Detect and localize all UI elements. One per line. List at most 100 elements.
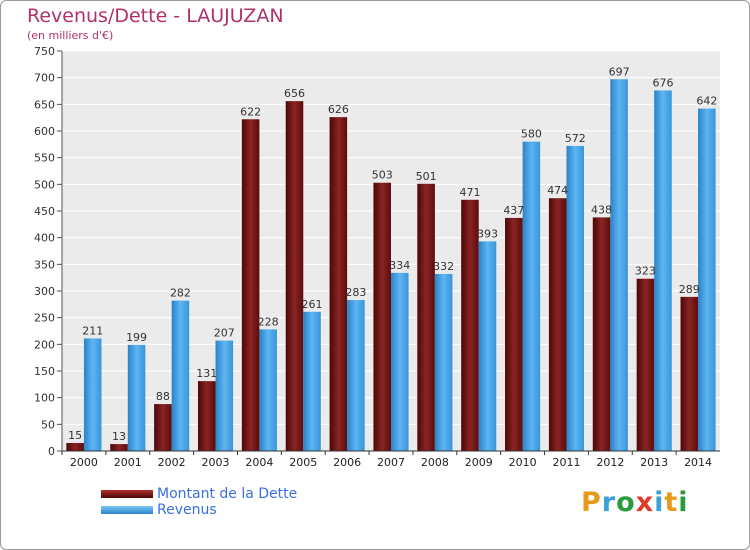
proxiti-logo: Proxiti [581, 487, 689, 518]
bar-dette [461, 199, 479, 451]
bar-revenus [347, 300, 365, 451]
chart-title: Revenus/Dette - LAUJUZAN [27, 5, 284, 27]
value-label-dette: 622 [240, 105, 261, 118]
bar-dette [592, 217, 611, 451]
x-tick-label: 2010 [509, 456, 537, 469]
value-label-dette: 323 [635, 265, 656, 278]
value-label-dette: 501 [416, 170, 437, 183]
x-tick-label: 2012 [596, 456, 624, 469]
bar-revenus [259, 329, 277, 451]
x-tick-label: 2004 [245, 456, 273, 469]
y-tick-label: 700 [34, 72, 55, 85]
logo-letter: r [601, 487, 617, 518]
value-label-revenus: 676 [652, 76, 673, 89]
y-tick-label: 150 [34, 365, 55, 378]
bar-dette [417, 183, 435, 452]
bar-dette [636, 278, 655, 451]
x-axis: 2000 2001 2002 2003 2004 2005 2006 2007 2008 2009… [61, 450, 720, 469]
value-label-dette: 626 [328, 103, 349, 116]
value-label-revenus: 282 [170, 287, 191, 300]
bar-dette [66, 443, 84, 451]
value-label-dette: 289 [679, 283, 700, 296]
bar-dette [329, 117, 348, 451]
value-label-revenus: 211 [82, 324, 103, 337]
x-tick-label: 2009 [465, 456, 493, 469]
bar-dette [680, 296, 699, 451]
y-tick-label: 50 [41, 418, 55, 431]
bar-dette [373, 182, 391, 451]
y-tick-label: 750 [34, 45, 55, 58]
bar-revenus [698, 108, 716, 451]
x-tick-label: 2005 [289, 456, 317, 469]
bar-revenus [566, 145, 585, 451]
value-label-dette: 437 [503, 204, 524, 217]
x-tick-label: 2000 [70, 456, 98, 469]
x-tick-label: 2001 [114, 456, 142, 469]
value-label-revenus: 580 [521, 128, 542, 141]
bar-revenus [610, 79, 628, 452]
y-tick-label: 100 [34, 392, 55, 405]
bar-revenus [478, 241, 497, 451]
bar-revenus [522, 141, 541, 451]
x-tick-label: 2007 [377, 456, 405, 469]
x-tick-label: 2008 [421, 456, 449, 469]
y-tick-label: 300 [34, 285, 55, 298]
bar-revenus [654, 90, 672, 451]
bar-dette [505, 217, 523, 451]
logo-letter: i [654, 487, 665, 518]
logo-letter: x [635, 487, 655, 518]
value-label-revenus: 572 [565, 132, 586, 145]
bar-revenus [303, 311, 321, 451]
legend-swatch-revenus [101, 506, 153, 514]
bar-dette [110, 444, 128, 451]
y-tick-label: 550 [34, 152, 55, 165]
x-tick-label: 2014 [684, 456, 712, 469]
bar-revenus [215, 340, 234, 451]
value-label-dette: 13 [112, 430, 126, 443]
logo-letter: t [664, 487, 679, 518]
bar-dette [154, 404, 172, 451]
value-label-revenus: 334 [389, 259, 410, 272]
value-label-revenus: 697 [609, 65, 630, 78]
logo-letter: o [616, 487, 636, 518]
x-tick-label: 2013 [640, 456, 668, 469]
value-label-dette: 474 [547, 184, 568, 197]
bar-revenus [83, 338, 102, 451]
logo-letter: i [678, 487, 689, 518]
value-label-dette: 15 [68, 429, 82, 442]
value-label-revenus: 261 [302, 298, 323, 311]
y-tick-label: 350 [34, 258, 55, 271]
y-tick-label: 400 [34, 232, 55, 245]
bar-revenus [127, 344, 146, 451]
value-label-revenus: 283 [345, 286, 366, 299]
value-label-dette: 438 [591, 203, 612, 216]
y-tick-label: 450 [34, 205, 55, 218]
y-tick-label: 500 [34, 178, 55, 191]
bar-dette [285, 101, 304, 451]
value-label-revenus: 332 [433, 260, 454, 273]
value-label-dette: 656 [284, 87, 305, 100]
bar-revenus [434, 273, 453, 451]
value-label-dette: 503 [372, 169, 393, 182]
x-tick-label: 2003 [202, 456, 230, 469]
value-label-revenus: 199 [126, 331, 147, 344]
value-label-revenus: 393 [477, 227, 498, 240]
y-tick-label: 650 [34, 98, 55, 111]
value-label-revenus: 228 [258, 315, 279, 328]
x-tick-label: 2002 [158, 456, 186, 469]
chart-subtitle: (en milliers d'€) [27, 29, 114, 42]
legend-label-dette: Montant de la Dette [157, 486, 298, 502]
bar-dette [548, 198, 567, 451]
bar-dette [241, 119, 260, 452]
y-tick-label: 600 [34, 125, 55, 138]
value-label-revenus: 207 [214, 327, 235, 340]
legend-label-revenus: Revenus [157, 502, 217, 518]
value-label-dette: 471 [459, 186, 480, 199]
y-axis: 0 50 100 150 200 250 300 350 400 450 500 550 600 650 7… [34, 45, 63, 458]
value-label-revenus: 642 [696, 95, 717, 108]
logo-letter: P [581, 487, 602, 518]
value-labels: 15 211 13 199 88 282 131 207 622 228 656 261 626 283 5… [68, 65, 717, 443]
bar-revenus [171, 300, 190, 451]
value-label-dette: 131 [196, 367, 217, 380]
